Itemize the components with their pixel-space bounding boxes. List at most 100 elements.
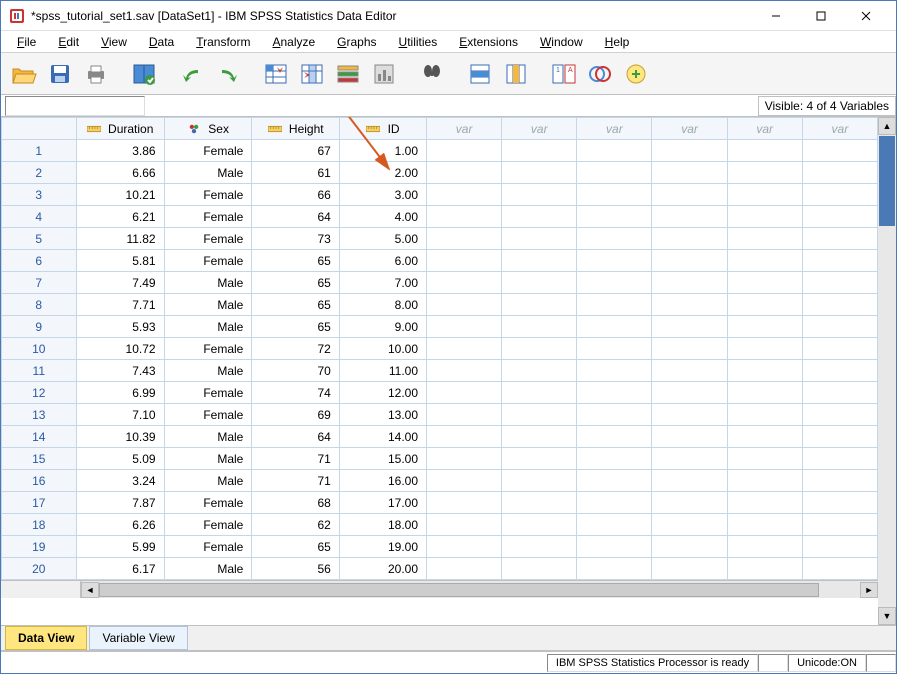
empty-cell[interactable]: [727, 382, 802, 404]
data-cell[interactable]: 7.49: [76, 272, 164, 294]
empty-cell[interactable]: [802, 382, 877, 404]
data-cell[interactable]: 4.00: [339, 206, 426, 228]
empty-cell[interactable]: [802, 338, 877, 360]
data-cell[interactable]: Male: [164, 162, 252, 184]
data-cell[interactable]: 72: [252, 338, 339, 360]
empty-cell[interactable]: [427, 338, 502, 360]
row-number[interactable]: 7: [2, 272, 77, 294]
open-button[interactable]: [7, 57, 41, 91]
data-cell[interactable]: 65: [252, 294, 339, 316]
variable-view-tab[interactable]: Variable View: [89, 626, 187, 650]
empty-cell[interactable]: [802, 558, 877, 580]
row-number[interactable]: 18: [2, 514, 77, 536]
empty-cell[interactable]: [427, 470, 502, 492]
empty-cell[interactable]: [427, 316, 502, 338]
empty-cell[interactable]: [502, 162, 577, 184]
empty-cell[interactable]: [652, 184, 727, 206]
row-number[interactable]: 11: [2, 360, 77, 382]
empty-cell[interactable]: [652, 382, 727, 404]
column-header-height[interactable]: Height: [252, 118, 339, 140]
data-cell[interactable]: 16.00: [339, 470, 426, 492]
empty-cell[interactable]: [577, 404, 652, 426]
row-number[interactable]: 5: [2, 228, 77, 250]
column-header-duration[interactable]: Duration: [76, 118, 164, 140]
table-row[interactable]: 137.10Female6913.00: [2, 404, 878, 426]
empty-cell[interactable]: [802, 272, 877, 294]
empty-cell[interactable]: [802, 448, 877, 470]
empty-cell[interactable]: [577, 514, 652, 536]
empty-cell[interactable]: [502, 184, 577, 206]
row-number[interactable]: 13: [2, 404, 77, 426]
data-cell[interactable]: 7.87: [76, 492, 164, 514]
table-row[interactable]: 310.21Female663.00: [2, 184, 878, 206]
table-row[interactable]: 511.82Female735.00: [2, 228, 878, 250]
empty-cell[interactable]: [652, 470, 727, 492]
run-descriptives-button[interactable]: [367, 57, 401, 91]
print-button[interactable]: [79, 57, 113, 91]
data-cell[interactable]: 10.39: [76, 426, 164, 448]
table-row[interactable]: 177.87Female6817.00: [2, 492, 878, 514]
empty-cell[interactable]: [652, 228, 727, 250]
empty-cell[interactable]: [502, 272, 577, 294]
table-row[interactable]: 87.71Male658.00: [2, 294, 878, 316]
empty-cell[interactable]: [727, 228, 802, 250]
data-cell[interactable]: 74: [252, 382, 339, 404]
data-cell[interactable]: 62: [252, 514, 339, 536]
data-cell[interactable]: 13.00: [339, 404, 426, 426]
data-cell[interactable]: 6.21: [76, 206, 164, 228]
data-cell[interactable]: 6.17: [76, 558, 164, 580]
empty-column-header[interactable]: var: [727, 118, 802, 140]
table-row[interactable]: 117.43Male7011.00: [2, 360, 878, 382]
empty-cell[interactable]: [427, 426, 502, 448]
scroll-down-button[interactable]: ▼: [878, 607, 896, 625]
row-number[interactable]: 16: [2, 470, 77, 492]
data-cell[interactable]: Male: [164, 272, 252, 294]
data-cell[interactable]: 66: [252, 184, 339, 206]
table-row[interactable]: 186.26Female6218.00: [2, 514, 878, 536]
empty-cell[interactable]: [727, 360, 802, 382]
data-cell[interactable]: Female: [164, 250, 252, 272]
insert-variable-button[interactable]: [499, 57, 533, 91]
data-cell[interactable]: 5.93: [76, 316, 164, 338]
table-row[interactable]: 206.17Male5620.00: [2, 558, 878, 580]
row-number[interactable]: 19: [2, 536, 77, 558]
empty-cell[interactable]: [652, 162, 727, 184]
empty-cell[interactable]: [652, 294, 727, 316]
data-cell[interactable]: 61: [252, 162, 339, 184]
empty-cell[interactable]: [577, 140, 652, 162]
data-cell[interactable]: 7.10: [76, 404, 164, 426]
table-row[interactable]: 13.86Female671.00: [2, 140, 878, 162]
menu-file[interactable]: File: [7, 33, 46, 51]
data-cell[interactable]: Female: [164, 184, 252, 206]
empty-cell[interactable]: [502, 536, 577, 558]
data-cell[interactable]: 56: [252, 558, 339, 580]
empty-cell[interactable]: [427, 228, 502, 250]
menu-graphs[interactable]: Graphs: [327, 33, 386, 51]
empty-cell[interactable]: [727, 206, 802, 228]
empty-cell[interactable]: [727, 338, 802, 360]
data-cell[interactable]: 9.00: [339, 316, 426, 338]
data-cell[interactable]: 17.00: [339, 492, 426, 514]
empty-cell[interactable]: [427, 250, 502, 272]
data-cell[interactable]: 64: [252, 206, 339, 228]
empty-cell[interactable]: [427, 558, 502, 580]
table-row[interactable]: 163.24Male7116.00: [2, 470, 878, 492]
data-cell[interactable]: 5.00: [339, 228, 426, 250]
data-cell[interactable]: 20.00: [339, 558, 426, 580]
empty-cell[interactable]: [802, 162, 877, 184]
data-cell[interactable]: Male: [164, 558, 252, 580]
empty-cell[interactable]: [502, 514, 577, 536]
empty-cell[interactable]: [502, 404, 577, 426]
empty-cell[interactable]: [652, 536, 727, 558]
empty-cell[interactable]: [652, 250, 727, 272]
scroll-right-button[interactable]: ►: [860, 582, 878, 598]
empty-cell[interactable]: [502, 294, 577, 316]
data-cell[interactable]: 70: [252, 360, 339, 382]
empty-cell[interactable]: [577, 558, 652, 580]
table-row[interactable]: 155.09Male7115.00: [2, 448, 878, 470]
data-cell[interactable]: Female: [164, 536, 252, 558]
empty-cell[interactable]: [802, 206, 877, 228]
data-cell[interactable]: 10.72: [76, 338, 164, 360]
table-row[interactable]: 65.81Female656.00: [2, 250, 878, 272]
empty-cell[interactable]: [427, 294, 502, 316]
